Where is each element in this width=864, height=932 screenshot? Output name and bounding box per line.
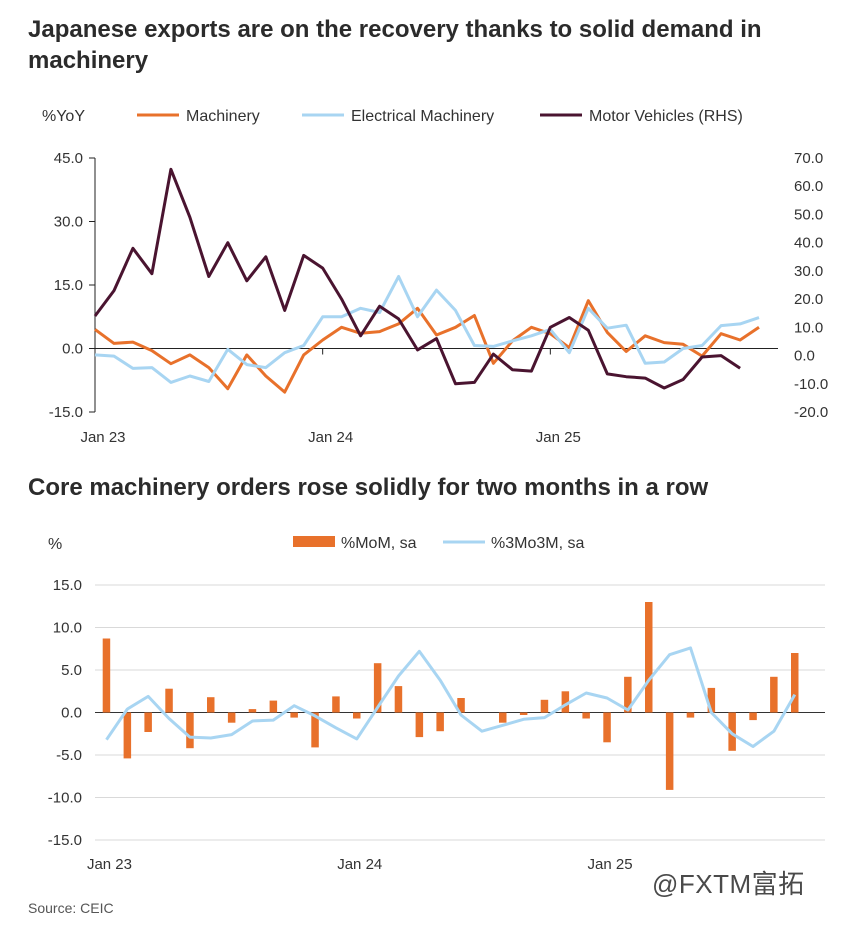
y-tick-label-right: 40.0: [794, 235, 823, 252]
bar-mom: [791, 653, 799, 713]
y-tick-label-left: -15.0: [49, 404, 83, 421]
series-line-3mo3m: [105, 646, 797, 748]
exports-chart: 45.0 30.0 15.0 0.0 -15.0 70.0 60.0 50.0 40.0 30.0…: [42, 108, 828, 446]
y-tick-label-right: 30.0: [794, 263, 823, 280]
bar-mom: [603, 712, 611, 743]
bar-mom: [770, 676, 778, 713]
watermark-logo: @FXTM富拓: [652, 869, 805, 899]
bar-mom: [290, 712, 298, 718]
y-tick-label-right: 0.0: [794, 348, 815, 365]
bar-mom: [227, 712, 236, 723]
bar-mom: [686, 712, 695, 718]
bar-mom: [645, 602, 653, 713]
y-tick-label-right: 20.0: [794, 291, 823, 308]
x-tick-label: Jan 24: [308, 429, 353, 446]
y-tick-label-left: 15.0: [54, 277, 83, 294]
x-tick-label: Jan 23: [87, 856, 132, 873]
x-tick-label: Jan 25: [588, 856, 633, 873]
y-tick-label: -15.0: [48, 832, 82, 849]
y-tick-label-left: 45.0: [54, 150, 83, 167]
bar-mom: [749, 712, 757, 721]
legend-label: %MoM, sa: [341, 535, 417, 552]
source-note: Source: CEIC: [28, 900, 114, 916]
y-tick-label-right: -10.0: [794, 376, 828, 393]
chart1-title: Japanese exports are on the recovery tha…: [28, 16, 762, 74]
series-line-electrical-machinery: [94, 275, 760, 384]
y-tick-label: -5.0: [56, 747, 82, 764]
bar-mom: [540, 699, 549, 713]
y-tick-label: 0.0: [61, 705, 82, 722]
bar-mom: [707, 687, 716, 713]
bar-mom: [624, 676, 632, 713]
y-tick-label: 5.0: [61, 662, 82, 679]
y-tick-label-right: 10.0: [794, 319, 823, 336]
bar-mom: [415, 712, 424, 738]
bar-mom: [102, 638, 111, 713]
series-line-motor-vehicles-rhs: [93, 167, 741, 390]
y-tick-label-left: 0.0: [62, 341, 83, 358]
bar-mom: [436, 712, 444, 732]
y-axis-label: %YoY: [42, 108, 85, 125]
x-tick-label: Jan 23: [80, 429, 125, 446]
y-tick-label-right: -20.0: [794, 404, 828, 421]
x-tick-label: Jan 25: [536, 429, 581, 446]
bar-mom: [519, 712, 528, 715]
y-tick-label: 10.0: [53, 620, 82, 637]
y-tick-label: -10.0: [48, 790, 82, 807]
series-line-machinery: [94, 299, 760, 394]
bar-mom: [353, 712, 361, 719]
bar-mom: [269, 700, 278, 713]
bar-mom: [186, 712, 194, 749]
bar-mom: [394, 686, 403, 713]
y-tick-label-right: 50.0: [794, 206, 823, 223]
y-tick-label-left: 30.0: [54, 214, 83, 231]
chart2-title: Core machinery orders rose solidly for t…: [28, 474, 709, 501]
bar-mom: [582, 712, 590, 719]
y-tick-label-right: 60.0: [794, 178, 823, 195]
legend-swatch: [293, 536, 335, 547]
bar-mom: [561, 691, 570, 713]
bar-mom: [332, 696, 340, 713]
y-tick-label-right: 70.0: [794, 150, 823, 167]
bar-mom: [144, 712, 152, 732]
bar-mom: [123, 712, 132, 759]
y-axis-label: %: [48, 536, 62, 553]
y-tick-label: 15.0: [53, 577, 82, 594]
legend-label: Electrical Machinery: [351, 108, 494, 125]
bar-mom: [665, 712, 674, 790]
bar-mom: [207, 697, 215, 713]
bar-mom: [457, 698, 465, 713]
legend-label: %3Mo3M, sa: [491, 535, 584, 552]
bar-mom: [311, 712, 319, 748]
legend-label: Motor Vehicles (RHS): [589, 108, 743, 125]
bar-mom: [165, 688, 173, 713]
x-tick-label: Jan 24: [337, 856, 382, 873]
bar-mom: [248, 709, 257, 713]
legend-label: Machinery: [186, 108, 260, 125]
bar-mom: [373, 663, 382, 713]
bar-mom: [499, 712, 507, 723]
